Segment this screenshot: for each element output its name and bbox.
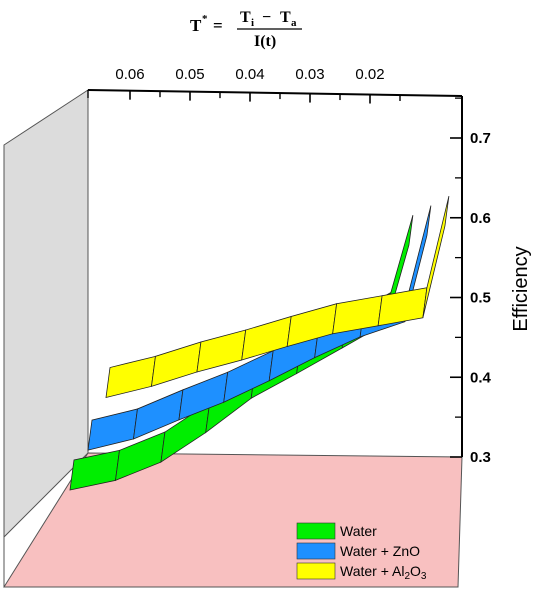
series-ribbons (69, 195, 450, 491)
legend-label-zno: Water + ZnO (340, 543, 420, 559)
x-tick-label: 0.03 (295, 66, 324, 83)
ribbon-segment (150, 341, 202, 387)
y-tick-label: 0.5 (470, 290, 491, 307)
formula-lhs: T (190, 16, 202, 35)
y-tick-label: 0.6 (470, 210, 491, 227)
formula-title: T * = T i − T a I(t) (190, 9, 302, 50)
legend-swatch-zno (296, 542, 336, 560)
x-axis-line (87, 89, 463, 97)
formula-num-minus: − (262, 9, 271, 26)
x-tick-label: 0.04 (235, 66, 264, 83)
legend: Water Water + ZnO Water + Al2O3 (296, 522, 427, 582)
legend-label-al2o3: Water + Al2O3 (340, 563, 427, 582)
x-tick-label: 0.02 (355, 66, 384, 83)
x-tick-label: 0.06 (115, 66, 144, 83)
x-tick-label: 0.05 (175, 66, 204, 83)
formula-num-b: T (280, 9, 291, 26)
ribbon-segment (105, 355, 156, 399)
formula-num-b-sub: a (291, 17, 297, 29)
formula-num-a: T (240, 9, 251, 26)
ribbon-segment (377, 287, 428, 327)
formula-equals: = (213, 16, 223, 35)
x-ticks: 0.06 0.05 0.04 0.03 0.02 (87, 66, 401, 104)
ribbon-segment (87, 408, 138, 451)
legend-swatch-water (296, 522, 336, 540)
series-ribbon (105, 195, 450, 399)
formula-lhs-sup: * (202, 13, 208, 25)
formula-denominator: I(t) (254, 33, 276, 50)
ribbon-segment (196, 329, 247, 373)
y-tick-label: 0.4 (470, 369, 492, 386)
y-axis-label: Efficiency (510, 246, 532, 331)
floor-plane (3, 452, 463, 588)
legend-label-water: Water (340, 523, 377, 539)
y-ticks: 0.3 0.4 0.5 0.6 0.7 (450, 97, 492, 466)
y-tick-label: 0.3 (470, 449, 491, 466)
ribbon-segment (422, 195, 450, 318)
y-tick-label: 0.7 (470, 130, 491, 147)
legend-swatch-al2o3 (296, 562, 336, 580)
formula-num-a-sub: i (251, 17, 254, 29)
